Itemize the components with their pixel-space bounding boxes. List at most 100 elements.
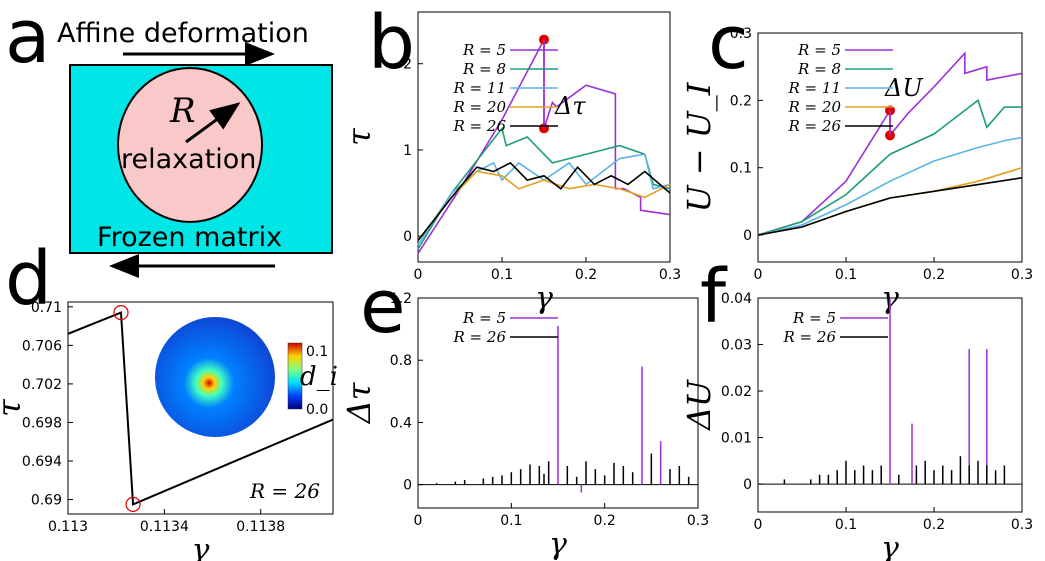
displacement-inset	[155, 317, 275, 437]
y-tick-label: 0.694	[22, 454, 62, 470]
x-tick-label: 0.113	[48, 519, 88, 535]
x-tick-label: 0	[414, 267, 423, 283]
instability-marker	[125, 496, 141, 512]
series-line	[417, 39, 671, 254]
x-tick-label: 0.1	[835, 517, 857, 533]
series-line	[757, 177, 1023, 236]
x-tick-label: 0	[754, 267, 763, 283]
panel-a: a Affine deformation R relaxation Frozen…	[5, 0, 333, 278]
x-tick-label: 0.3	[1011, 517, 1033, 533]
panel-letter-a: a	[5, 0, 50, 80]
legend-label: R = 5	[462, 309, 506, 327]
relaxation-label: relaxation	[121, 144, 256, 175]
x-tick-label: 0.1	[491, 267, 513, 283]
radius-arrow	[185, 102, 241, 144]
instability-marker	[113, 305, 129, 321]
x-tick-label: 0.1	[500, 513, 522, 529]
x-tick-label: 0.2	[923, 517, 945, 533]
y-tick-label: 0.03	[721, 338, 752, 354]
series-line	[417, 161, 671, 241]
y-tick-label: 0	[403, 478, 412, 494]
series-line	[757, 99, 1022, 236]
series-line	[757, 136, 1023, 236]
delta-tau-label: Δτ	[554, 92, 586, 120]
r26-annotation: R = 26	[249, 479, 320, 503]
legend-label: R = 11	[453, 79, 507, 97]
colorbar	[287, 342, 303, 410]
x-tick-label: 0.1134	[140, 519, 189, 535]
panel-a-title: Affine deformation	[57, 18, 309, 49]
colorbar-label: d_i	[300, 362, 338, 392]
legend-label: R = 26	[788, 117, 842, 135]
y-tick-label: 0	[743, 228, 752, 244]
panel-f: f 0 0.1 0.2 0.3 0 0.01 0.02 0.03 0.04 γ ΔU R = 5R = …	[680, 254, 1033, 561]
series-line	[757, 166, 1023, 236]
legend-label: R = 8	[797, 60, 841, 78]
x-tick-label: 0.1	[835, 267, 857, 283]
legend-label: R = 20	[453, 98, 507, 116]
plot-frame	[417, 11, 671, 263]
legend-label: R = 8	[462, 60, 506, 78]
y-tick-label: 1.2	[390, 291, 412, 307]
y-tick-label: 0.71	[31, 300, 62, 316]
panel-letter-d: d	[5, 236, 52, 322]
y-tick-label: 0.1	[730, 161, 752, 177]
y-tick-label: 0.706	[22, 338, 62, 354]
x-tick-label: 0	[414, 513, 423, 529]
legend-label: R = 5	[792, 309, 836, 327]
series-line	[417, 153, 671, 246]
panel-letter-f: f	[700, 254, 728, 340]
panel-letter-b: b	[368, 0, 415, 86]
plot-frame	[417, 297, 699, 509]
legend-label: R = 26	[453, 328, 507, 346]
plot-frame	[757, 32, 1023, 263]
y-axis-label: U − U_I	[680, 81, 718, 212]
panel-letter-e: e	[360, 264, 406, 350]
x-tick-label: 0.1138	[236, 519, 285, 535]
series-line	[757, 51, 1023, 236]
y-axis-label: Δτ	[340, 381, 378, 425]
y-tick-label: 0.02	[721, 384, 752, 400]
legend-label: R = 5	[797, 41, 841, 59]
series-line	[67, 311, 334, 506]
y-tick-label: 0.698	[22, 415, 62, 431]
x-tick-label: 0.2	[575, 267, 597, 283]
y-tick-label: 0	[743, 477, 752, 493]
y-tick-label: 0.04	[721, 291, 752, 307]
x-tick-label: 0.2	[594, 513, 616, 529]
y-tick-label: 0.8	[390, 353, 412, 369]
y-tick-label: 0.4	[390, 415, 412, 431]
y-axis-label: τ	[0, 398, 28, 417]
y-axis-label: τ	[340, 127, 378, 146]
legend-label: R = 11	[788, 79, 842, 97]
y-tick-label: 0.69	[31, 493, 62, 509]
y-tick-label: 0	[403, 229, 412, 245]
x-axis-label: γ	[881, 531, 899, 561]
panel-letter-c: c	[708, 0, 749, 86]
y-tick-label: 2	[403, 57, 412, 73]
radius-label: R	[169, 91, 196, 131]
colorbar-tick-max: 0.1	[306, 344, 328, 360]
x-tick-label: 0.3	[1011, 267, 1033, 283]
x-tick-label: 0.3	[659, 267, 681, 283]
y-tick-label: 0.3	[730, 26, 752, 42]
series-line	[417, 170, 671, 241]
y-tick-label: 0.2	[730, 93, 752, 109]
frozen-matrix-label: Frozen matrix	[97, 222, 282, 253]
y-tick-label: 0.01	[721, 431, 752, 447]
y-tick-label: 1	[403, 143, 412, 159]
plot-frame	[67, 301, 334, 515]
panel-d: 0.1 0.0 d_i d 0.113 0.1134 0.1138 0.69 0.694 0…	[0, 236, 338, 561]
x-tick-label: 0.3	[687, 513, 709, 529]
legend-label: R = 5	[462, 41, 506, 59]
legend-label: R = 26	[783, 328, 837, 346]
y-tick-label: 0.702	[22, 377, 62, 393]
x-axis-label: γ	[192, 533, 210, 561]
legend-label: R = 20	[788, 98, 842, 116]
x-tick-label: 0.2	[923, 267, 945, 283]
x-tick-label: 0	[754, 517, 763, 533]
x-axis-label: γ	[549, 527, 567, 561]
